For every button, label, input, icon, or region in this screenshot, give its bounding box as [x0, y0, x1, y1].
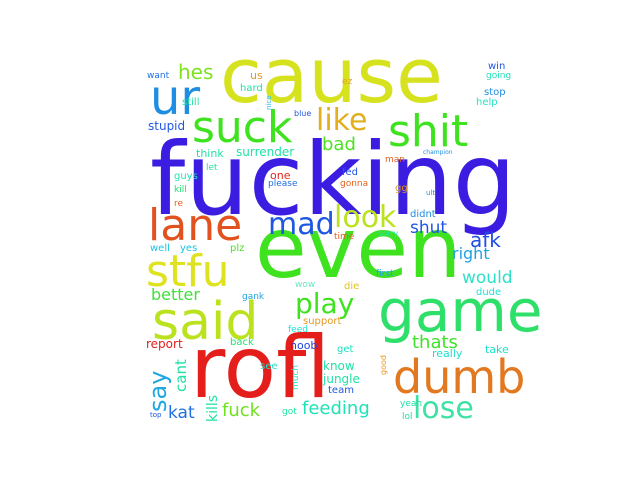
word-ez: ez	[342, 77, 353, 87]
word-one: one	[270, 169, 291, 182]
word-kill: kill	[174, 185, 187, 195]
word-stop: stop	[484, 87, 506, 98]
word-surrender: surrender	[236, 145, 295, 159]
word-say: say	[144, 370, 172, 412]
word-like: like	[316, 103, 368, 138]
word-lane: lane	[148, 200, 243, 251]
word-ult: ult	[426, 189, 436, 197]
word-game: game	[378, 277, 543, 345]
word-want: want	[147, 71, 170, 81]
word-rofl: rofl	[190, 318, 331, 418]
word-well: well	[150, 243, 170, 254]
word-let: let	[206, 163, 218, 173]
word-hes: hes	[178, 60, 214, 84]
word-see: see	[260, 361, 278, 372]
word-suck: suck	[192, 102, 293, 153]
word-nice: nice	[265, 95, 273, 110]
word-gonna: gonna	[340, 179, 369, 189]
word-bad: bad	[322, 134, 356, 155]
word-wow: wow	[295, 280, 316, 290]
word-blue: blue	[294, 109, 312, 118]
word-cause: cause	[220, 31, 443, 120]
word-team: team	[328, 385, 354, 396]
word-yes: yes	[180, 243, 198, 254]
word-champion: champion	[423, 149, 453, 156]
word-first: first	[376, 269, 394, 279]
word-hard: hard	[240, 83, 263, 94]
word-know: know	[323, 359, 355, 373]
word-jungle: jungle	[323, 372, 360, 386]
word-afk: afk	[470, 228, 501, 252]
word-fed: fed	[342, 167, 359, 178]
word-good: good	[379, 355, 388, 375]
word-dumb: dumb	[393, 350, 526, 404]
word-lol: lol	[402, 412, 413, 422]
word-mad: mad	[268, 207, 335, 242]
word-stfu: stfu	[146, 246, 230, 297]
word-dude: dude	[476, 287, 502, 298]
word-feed: feed	[288, 325, 308, 335]
word-gank: gank	[242, 292, 265, 302]
word-right: right	[452, 244, 490, 263]
word-cant: cant	[172, 359, 190, 392]
word-report: report	[146, 337, 183, 351]
word-kills: kills	[205, 394, 221, 422]
word-fuck: fuck	[222, 400, 261, 421]
word-back: back	[230, 337, 254, 348]
word-plz: plz	[230, 243, 245, 254]
word-top: top	[150, 411, 162, 419]
word-shit: shit	[388, 106, 469, 157]
word-stupid: stupid	[148, 119, 186, 133]
word-sorry: sorry	[378, 229, 399, 238]
word-got: got	[282, 407, 297, 417]
word-still: still	[182, 97, 200, 108]
word-win: win	[488, 61, 506, 72]
word-look: look	[334, 200, 397, 235]
word-gg: gg	[395, 183, 408, 194]
word-said: said	[152, 292, 259, 352]
word-thats: thats	[412, 332, 458, 353]
word-ur: ur	[150, 70, 201, 126]
word-fucking: fucking	[150, 121, 517, 238]
word-shut: shut	[410, 218, 448, 238]
word-yeah: yeah	[400, 399, 423, 409]
word-really: really	[432, 347, 463, 360]
word-lose: lose	[413, 391, 474, 426]
word-re: re	[174, 199, 184, 209]
word-kat: kat	[168, 403, 195, 423]
word-would: would	[462, 268, 513, 288]
word-us: us	[250, 69, 263, 82]
word-get: get	[337, 344, 354, 355]
word-die: die	[344, 281, 360, 292]
word-feeding: feeding	[302, 398, 370, 419]
word-help: help	[476, 97, 498, 108]
word-man: man	[385, 155, 405, 165]
word-think: think	[196, 147, 224, 160]
word-play: play	[295, 287, 355, 320]
word-please: please	[268, 179, 298, 189]
word-support: support	[303, 316, 342, 327]
word-take: take	[485, 343, 509, 356]
word-going: going	[486, 71, 512, 81]
word-much: much	[291, 364, 301, 390]
word-time: time	[334, 232, 355, 242]
word-better: better	[151, 285, 200, 304]
word-even: even	[255, 199, 462, 297]
word-noob: noob	[290, 339, 318, 352]
word-didnt: didnt	[410, 209, 436, 220]
word-guys: guys	[174, 171, 198, 182]
